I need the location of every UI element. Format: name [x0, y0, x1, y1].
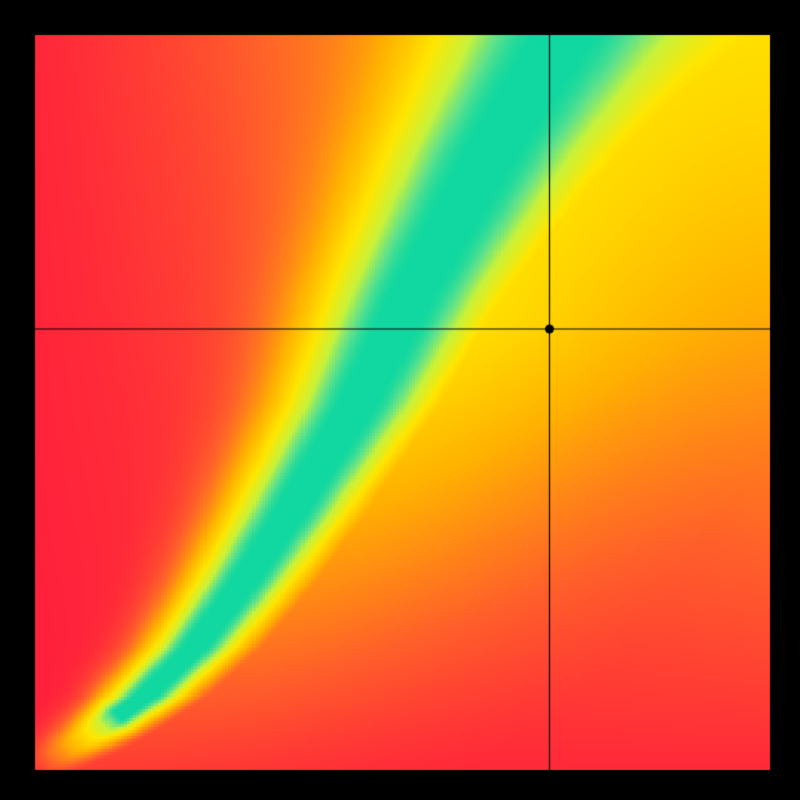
- chart-container: TheBottleneck.com: [0, 0, 800, 800]
- heatmap-canvas: [0, 0, 800, 800]
